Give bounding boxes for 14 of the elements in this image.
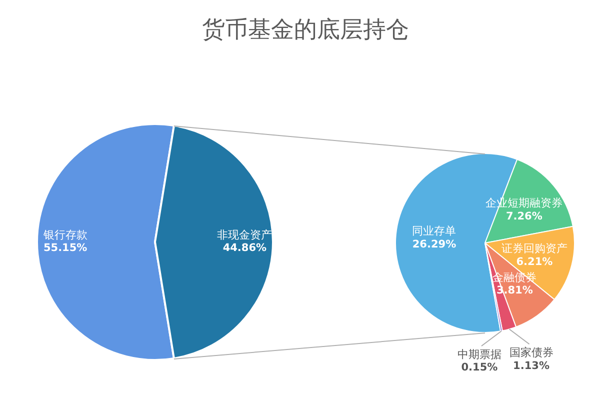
slice-label: 中期票据 <box>457 348 502 361</box>
data-label: 26.29% <box>412 238 457 250</box>
slice-label: 国家债券 <box>509 346 554 360</box>
slice-label: 证券回购资产 <box>501 242 568 255</box>
chart-title: 货币基金的底层持仓 <box>201 16 410 45</box>
data-label: 7.26% <box>506 210 543 223</box>
data-label: 1.13% <box>513 360 550 372</box>
data-label: 55.15% <box>43 242 88 254</box>
data-label: 44.86% <box>222 242 268 254</box>
data-label: 0.15% <box>461 362 498 374</box>
slice-label: 同业存单 <box>412 224 456 238</box>
slice-label: 非现金资产 <box>217 228 272 242</box>
slice-label: 银行存款 <box>42 228 88 242</box>
data-label: 6.21% <box>516 256 554 268</box>
